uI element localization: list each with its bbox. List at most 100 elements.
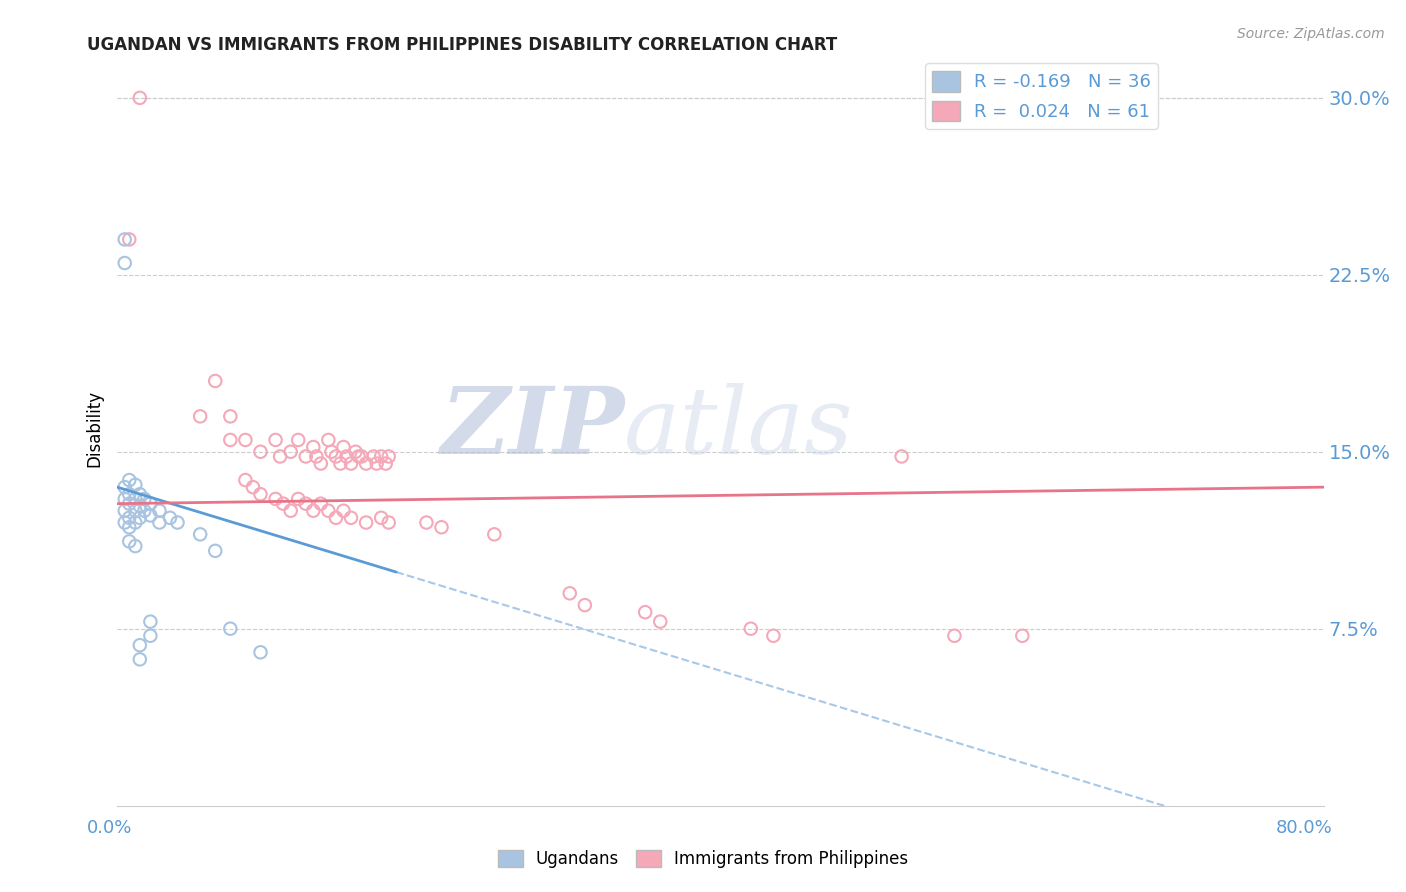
Point	[118, 487, 141, 501]
Point	[302, 440, 325, 454]
Point	[219, 433, 242, 447]
Point	[318, 433, 340, 447]
Point	[350, 450, 373, 464]
Point	[219, 409, 242, 424]
Point	[377, 450, 399, 464]
Point	[118, 520, 141, 534]
Point	[294, 497, 316, 511]
Point	[249, 645, 271, 659]
Point	[124, 477, 146, 491]
Point	[309, 457, 332, 471]
Text: 0.0%: 0.0%	[87, 819, 132, 837]
Point	[325, 511, 347, 525]
Point	[347, 450, 370, 464]
Point	[219, 622, 242, 636]
Point	[354, 457, 377, 471]
Point	[139, 615, 162, 629]
Point	[484, 527, 506, 541]
Point	[363, 450, 385, 464]
Point	[139, 497, 162, 511]
Point	[332, 440, 354, 454]
Point	[650, 615, 672, 629]
Point	[374, 457, 396, 471]
Point	[264, 433, 287, 447]
Point	[124, 539, 146, 553]
Point	[269, 450, 291, 464]
Point	[124, 504, 146, 518]
Text: UGANDAN VS IMMIGRANTS FROM PHILIPPINES DISABILITY CORRELATION CHART: UGANDAN VS IMMIGRANTS FROM PHILIPPINES D…	[87, 36, 838, 54]
Point	[335, 450, 357, 464]
Point	[354, 516, 377, 530]
Point	[114, 232, 136, 246]
Point	[114, 256, 136, 270]
Point	[249, 444, 271, 458]
Point	[124, 491, 146, 506]
Point	[280, 504, 302, 518]
Point	[235, 433, 257, 447]
Point	[118, 497, 141, 511]
Point	[118, 232, 141, 246]
Point	[188, 409, 211, 424]
Point	[740, 622, 762, 636]
Y-axis label: Disability: Disability	[86, 390, 103, 467]
Point	[148, 504, 170, 518]
Point	[204, 544, 226, 558]
Point	[114, 504, 136, 518]
Point	[128, 487, 150, 501]
Point	[118, 534, 141, 549]
Point	[287, 491, 309, 506]
Point	[118, 473, 141, 487]
Point	[271, 497, 294, 511]
Point	[159, 511, 181, 525]
Point	[204, 374, 226, 388]
Point	[264, 491, 287, 506]
Point	[370, 511, 392, 525]
Point	[430, 520, 453, 534]
Point	[114, 516, 136, 530]
Point	[148, 516, 170, 530]
Point	[128, 499, 150, 513]
Point	[302, 504, 325, 518]
Point	[249, 487, 271, 501]
Point	[128, 511, 150, 525]
Point	[762, 629, 785, 643]
Legend: R = -0.169   N = 36, R =  0.024   N = 61: R = -0.169 N = 36, R = 0.024 N = 61	[925, 63, 1159, 128]
Point	[134, 491, 156, 506]
Point	[340, 457, 363, 471]
Point	[318, 504, 340, 518]
Text: ZIP: ZIP	[440, 384, 624, 473]
Point	[415, 516, 437, 530]
Point	[574, 598, 596, 612]
Point	[344, 444, 367, 458]
Point	[118, 511, 141, 525]
Point	[128, 638, 150, 652]
Point	[321, 444, 343, 458]
Point	[128, 91, 150, 105]
Point	[166, 516, 188, 530]
Point	[114, 480, 136, 494]
Text: 80.0%: 80.0%	[1277, 819, 1333, 837]
Point	[309, 497, 332, 511]
Point	[124, 516, 146, 530]
Point	[370, 450, 392, 464]
Point	[329, 457, 352, 471]
Point	[242, 480, 264, 494]
Point	[943, 629, 966, 643]
Text: atlas: atlas	[624, 384, 853, 473]
Point	[634, 605, 657, 619]
Point	[235, 473, 257, 487]
Point	[340, 511, 363, 525]
Point	[128, 652, 150, 666]
Point	[134, 504, 156, 518]
Point	[325, 450, 347, 464]
Point	[280, 444, 302, 458]
Point	[366, 457, 388, 471]
Point	[890, 450, 912, 464]
Point	[139, 629, 162, 643]
Point	[558, 586, 581, 600]
Point	[139, 508, 162, 523]
Legend: Ugandans, Immigrants from Philippines: Ugandans, Immigrants from Philippines	[491, 843, 915, 875]
Point	[294, 450, 316, 464]
Point	[287, 433, 309, 447]
Point	[1011, 629, 1033, 643]
